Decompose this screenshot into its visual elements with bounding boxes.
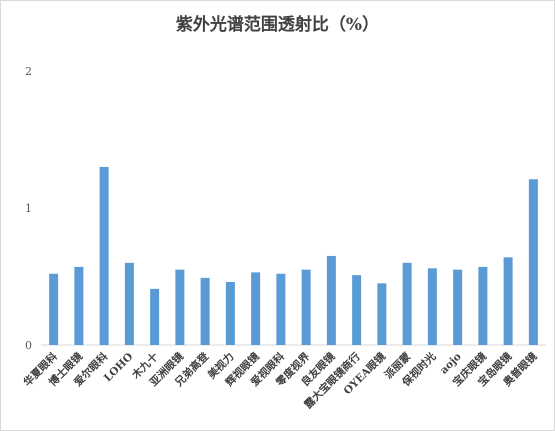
bar [276, 273, 286, 345]
bar [453, 269, 463, 345]
bar [478, 266, 488, 345]
bar [377, 283, 387, 345]
x-tick-label: LOHO [102, 351, 136, 385]
bar [74, 266, 84, 345]
bar [528, 179, 538, 345]
bar [427, 268, 437, 345]
bar [326, 255, 336, 345]
bar [99, 166, 109, 345]
bar [503, 257, 513, 345]
bar [150, 288, 160, 345]
y-tick-label: 1 [25, 202, 32, 215]
y-tick-label: 0 [25, 339, 32, 352]
bar [352, 275, 362, 345]
y-tick-label: 2 [25, 65, 32, 78]
bar [251, 272, 261, 345]
bar [301, 269, 311, 345]
bar [49, 273, 59, 345]
bar [402, 262, 412, 345]
bar [225, 281, 235, 345]
bar [124, 262, 134, 345]
bar [175, 269, 185, 345]
chart-title: 紫外光谱范围透射比（%） [175, 15, 380, 35]
bar [200, 277, 210, 345]
